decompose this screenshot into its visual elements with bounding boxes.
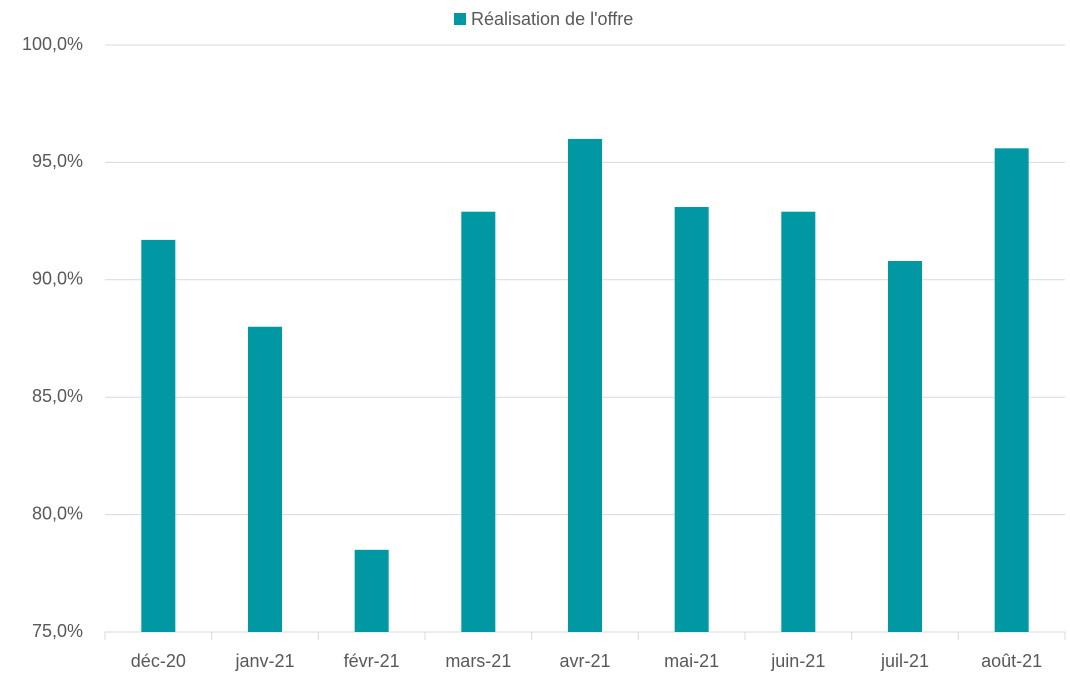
y-tick-label: 100,0% (22, 34, 83, 54)
y-tick-label: 75,0% (32, 621, 83, 641)
x-tick-label: juil-21 (880, 651, 929, 671)
bar (994, 148, 1029, 632)
bar (568, 138, 602, 633)
bar (674, 207, 709, 632)
legend-label: Réalisation de l'offre (471, 9, 633, 29)
y-tick-label: 95,0% (32, 151, 83, 171)
bar (461, 211, 496, 632)
x-tick-label: août-21 (981, 651, 1042, 671)
x-tick-label: janv-21 (234, 651, 294, 671)
bar (248, 326, 282, 632)
x-tick-label: mars-21 (445, 651, 511, 671)
x-tick-label: avr-21 (559, 651, 610, 671)
bar (781, 211, 816, 632)
y-tick-label: 80,0% (32, 503, 83, 523)
bar (141, 239, 176, 632)
x-tick-label: mai-21 (664, 651, 719, 671)
bar (888, 261, 922, 632)
x-tick-label: juin-21 (770, 651, 825, 671)
bar (354, 549, 389, 632)
x-tick-label: févr-21 (344, 651, 400, 671)
y-tick-label: 90,0% (32, 269, 83, 289)
y-tick-label: 85,0% (32, 386, 83, 406)
x-tick-label: déc-20 (131, 651, 186, 671)
legend-swatch (454, 13, 466, 25)
